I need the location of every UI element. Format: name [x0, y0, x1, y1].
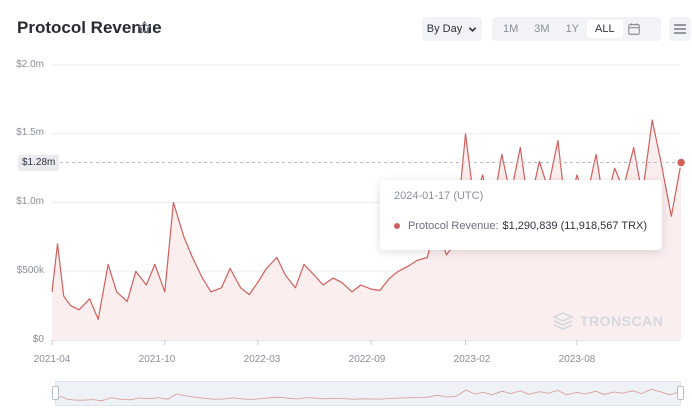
range-slider[interactable] [55, 381, 681, 406]
slider-preview [55, 388, 681, 402]
period-select[interactable]: By Day [422, 17, 482, 41]
slider-preview-line [55, 388, 681, 402]
y-tick-label: $0 [32, 334, 44, 345]
x-tick-label: 2022-09 [348, 354, 386, 365]
range-1m[interactable]: 1M [503, 23, 519, 35]
calendar-icon[interactable] [627, 22, 641, 36]
x-tick-label: 2021-04 [33, 354, 71, 365]
chevron-down-icon [469, 26, 477, 32]
x-tick-label: 2021-10 [138, 354, 176, 365]
tronscan-logo-icon [552, 312, 574, 330]
tooltip-row: Protocol Revenue: $1,290,839 (11,918,567… [394, 220, 648, 232]
y-tick-label: $1.5m [16, 127, 44, 138]
y-tick-label: $2.0m [16, 59, 44, 70]
x-tick-label: 2022-03 [243, 354, 281, 365]
x-tick-label: 2023-02 [453, 354, 491, 365]
range-all[interactable]: ALL [587, 20, 623, 38]
slider-left-handle[interactable] [52, 386, 59, 400]
page-title: Protocol Revenue [17, 18, 162, 37]
menu-button[interactable] [669, 17, 691, 41]
range-3m[interactable]: 3M [534, 23, 550, 35]
slider-right-handle[interactable] [677, 386, 684, 400]
x-tick-label: 2023-08 [558, 354, 596, 365]
watermark: TRONSCAN [552, 312, 663, 330]
range-1y[interactable]: 1Y [565, 23, 580, 35]
tooltip-value: $1,290,839 (11,918,567 TRX) [502, 220, 648, 232]
chart-tooltip: 2024-01-17 (UTC) Protocol Revenue: $1,29… [380, 180, 662, 250]
y-tick-label: $500k [16, 265, 44, 276]
period-select-label: By Day [426, 23, 463, 35]
tooltip-date: 2024-01-17 (UTC) [394, 190, 484, 202]
cursor-value-badge: $1.28m [18, 155, 60, 171]
star-icon[interactable] [137, 20, 152, 35]
series-dot [394, 223, 400, 229]
cursor-point [675, 157, 687, 168]
menu-icon [674, 24, 686, 34]
tooltip-label: Protocol Revenue: [408, 220, 499, 232]
watermark-text: TRONSCAN [580, 313, 664, 329]
y-tick-label: $1.0m [16, 196, 44, 207]
range-selector: 1M 3M 1Y ALL [492, 17, 661, 41]
